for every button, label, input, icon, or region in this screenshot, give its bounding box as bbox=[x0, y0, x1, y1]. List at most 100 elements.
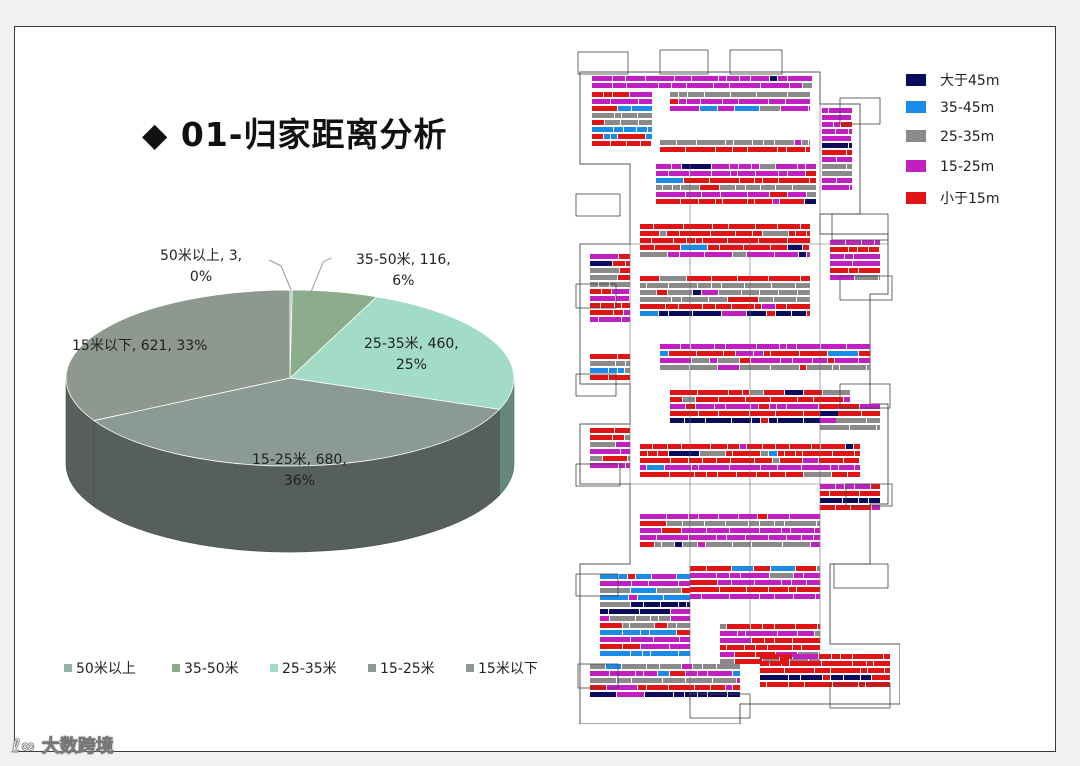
stall-row bbox=[668, 290, 692, 295]
stall-row bbox=[718, 472, 736, 477]
stall-row bbox=[823, 390, 850, 395]
stall-row bbox=[638, 113, 652, 118]
stall-row bbox=[610, 671, 635, 676]
stall-row bbox=[775, 594, 793, 599]
stall-row bbox=[851, 505, 871, 510]
stall-row bbox=[793, 645, 801, 650]
stall-row bbox=[705, 92, 730, 97]
stall-row bbox=[640, 290, 656, 295]
stall-row bbox=[672, 297, 681, 302]
stall-row bbox=[764, 140, 774, 145]
stall-row bbox=[640, 609, 670, 614]
stall-row bbox=[770, 573, 793, 578]
stall-row bbox=[716, 199, 722, 204]
stall-row bbox=[798, 397, 813, 402]
stall-row bbox=[767, 311, 775, 316]
stall-row bbox=[807, 192, 816, 197]
stall-row bbox=[821, 444, 845, 449]
stall-row bbox=[769, 587, 788, 592]
stall-row bbox=[600, 609, 608, 614]
stall-row bbox=[793, 638, 820, 643]
stall-row bbox=[861, 668, 867, 673]
stall-row bbox=[590, 442, 615, 447]
leader-line-35-50 bbox=[308, 257, 332, 297]
stall-row bbox=[772, 283, 795, 288]
stall-row bbox=[859, 268, 880, 273]
stall-row bbox=[736, 185, 745, 190]
stall-row bbox=[740, 76, 750, 81]
stall-row bbox=[667, 514, 688, 519]
stall-row bbox=[804, 573, 820, 578]
stall-row bbox=[785, 451, 795, 456]
stall-row bbox=[669, 311, 692, 316]
stall-row bbox=[614, 127, 623, 132]
stall-row bbox=[763, 444, 775, 449]
stall-row bbox=[720, 659, 734, 664]
stall-row bbox=[760, 654, 779, 659]
stall-row bbox=[622, 303, 630, 308]
stall-row bbox=[804, 390, 822, 395]
stall-row bbox=[759, 297, 773, 302]
stall-row bbox=[652, 574, 676, 579]
stall-row bbox=[600, 637, 630, 642]
stall-row bbox=[719, 397, 745, 402]
stall-row bbox=[656, 178, 683, 183]
stall-row bbox=[699, 514, 718, 519]
stall-row bbox=[812, 444, 820, 449]
stall-row bbox=[590, 692, 616, 697]
stall-row bbox=[809, 140, 810, 145]
map-legend-swatch bbox=[906, 74, 926, 86]
stall-row bbox=[689, 535, 716, 540]
stall-row bbox=[885, 668, 890, 673]
pie-label-50-plus: 50米以上, 3, 0% bbox=[160, 246, 242, 288]
stall-row bbox=[590, 310, 613, 315]
label-percent: 36% bbox=[283, 473, 315, 489]
stall-row bbox=[675, 542, 682, 547]
stall-row bbox=[727, 76, 739, 81]
stall-row bbox=[760, 528, 781, 533]
stall-row bbox=[828, 351, 858, 356]
stall-row bbox=[619, 574, 627, 579]
stall-row bbox=[849, 247, 857, 252]
stall-row bbox=[592, 134, 603, 139]
stall-row bbox=[682, 588, 690, 593]
stall-row bbox=[647, 664, 659, 669]
stall-row bbox=[786, 472, 803, 477]
stall-row bbox=[855, 484, 870, 489]
stall-row bbox=[722, 311, 746, 316]
stall-row bbox=[853, 654, 883, 659]
stall-row bbox=[820, 425, 849, 430]
map-legend-swatch bbox=[906, 192, 926, 204]
stall-row bbox=[651, 651, 678, 656]
stall-row bbox=[603, 456, 627, 461]
stall-row bbox=[831, 465, 838, 470]
stall-row bbox=[611, 99, 638, 104]
stall-row bbox=[611, 141, 626, 146]
building-outline bbox=[839, 383, 891, 409]
stall-row bbox=[859, 682, 865, 687]
stall-row bbox=[720, 638, 751, 643]
stall-row bbox=[775, 638, 792, 643]
stall-row bbox=[884, 654, 890, 659]
stall-row bbox=[625, 368, 630, 373]
stall-row bbox=[600, 616, 609, 621]
stall-row bbox=[807, 365, 832, 370]
stall-row bbox=[735, 106, 759, 111]
stall-row bbox=[621, 120, 638, 125]
stall-row bbox=[615, 303, 621, 308]
building-outline bbox=[839, 97, 881, 125]
label-text: 15-25米, 680, bbox=[252, 452, 347, 468]
stall-row bbox=[592, 127, 613, 132]
stall-row bbox=[751, 358, 780, 363]
stall-row bbox=[692, 358, 709, 363]
stall-row bbox=[737, 472, 756, 477]
stall-row bbox=[691, 344, 714, 349]
stall-row bbox=[862, 411, 880, 416]
legend-swatch bbox=[172, 664, 180, 672]
stall-row bbox=[799, 252, 806, 257]
stall-row bbox=[660, 231, 666, 236]
stall-row bbox=[776, 304, 786, 309]
stall-row bbox=[787, 535, 801, 540]
stall-row bbox=[740, 358, 750, 363]
stall-row bbox=[788, 92, 810, 97]
